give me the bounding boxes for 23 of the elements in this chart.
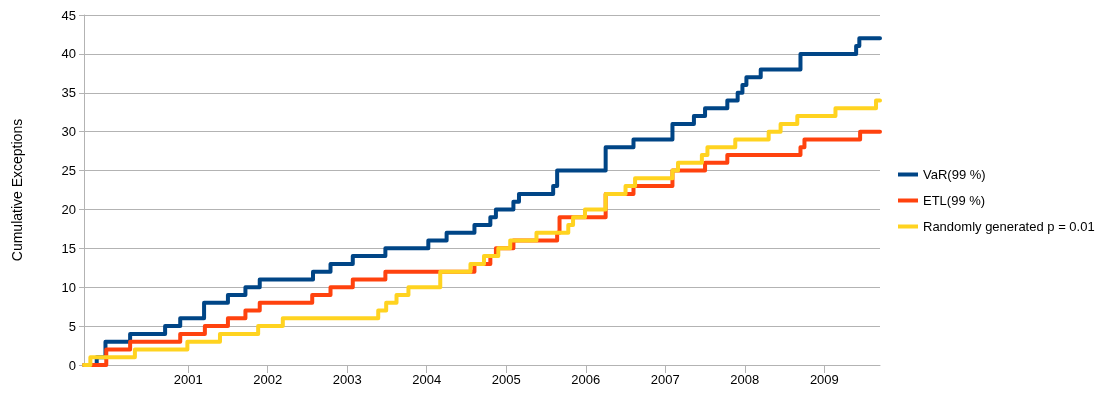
y-tick-label: 10 <box>61 279 76 295</box>
y-tick-label: 25 <box>61 163 76 179</box>
y-tick-label: 35 <box>61 85 76 101</box>
y-tick-label: 15 <box>61 240 76 256</box>
y-tick-label: 40 <box>61 46 76 62</box>
y-tick-label: 0 <box>68 357 76 373</box>
x-tick-label: 2003 <box>332 372 362 387</box>
legend-label: Randomly generated p = 0.01 <box>923 219 1095 234</box>
x-tick-label: 2005 <box>491 372 521 387</box>
legend-label: ETL(99 %) <box>923 193 986 208</box>
x-tick-label: 2001 <box>173 372 203 387</box>
y-tick-label: 20 <box>61 201 76 217</box>
x-tick-label: 2008 <box>730 372 760 387</box>
x-tick-label: 2009 <box>809 372 839 387</box>
y-tick-label: 45 <box>61 7 76 23</box>
x-tick-label: 2006 <box>571 372 601 387</box>
legend-label: VaR(99 %) <box>923 167 986 182</box>
x-tick-label: 2007 <box>650 372 680 387</box>
y-tick-label: 30 <box>61 124 76 140</box>
x-tick-label: 2004 <box>412 372 442 387</box>
y-axis-title: Cumulative Exceptions <box>9 118 25 262</box>
y-tick-label: 5 <box>68 318 76 334</box>
x-tick-label: 2002 <box>253 372 283 387</box>
